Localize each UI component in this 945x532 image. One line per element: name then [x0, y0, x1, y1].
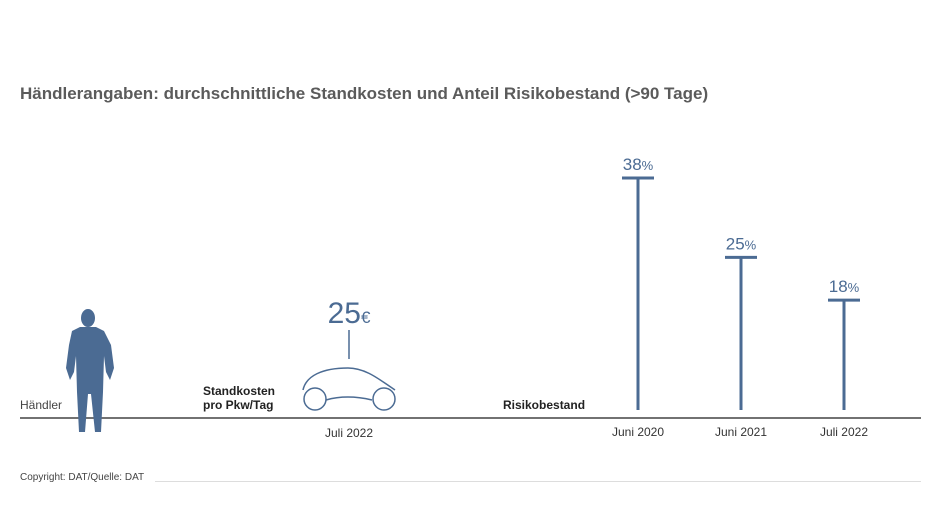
dealer-label: Händler: [20, 398, 63, 412]
chart-title: Händlerangaben: durchschnittliche Standk…: [20, 84, 709, 103]
copyright-text: Copyright: DAT/Quelle: DAT: [20, 472, 145, 483]
standkosten-label-line1: Standkosten: [203, 384, 276, 398]
risiko-value-label-3: 18%: [829, 277, 860, 296]
car-icon: [302, 367, 396, 411]
risiko-bars: 38% Juni 2020 25% Juni 2021 18% Juli 2022: [612, 155, 868, 439]
standkosten-label-line2: pro Pkw/Tag: [203, 398, 274, 412]
risiko-value-label-1: 38%: [623, 155, 654, 174]
person-icon: [66, 309, 114, 432]
risiko-date-tick-3: Juli 2022: [820, 425, 868, 439]
footer-divider: [155, 481, 921, 482]
risiko-date-tick-1: Juni 2020: [612, 425, 664, 439]
standkosten-date-tick: Juli 2022: [324, 426, 374, 440]
risiko-value-label-2: 25%: [726, 234, 757, 253]
standkosten-label: Standkosten pro Pkw/Tag: [203, 384, 275, 412]
risiko-label: Risikobestand: [503, 398, 586, 412]
standkosten-value-label: 25€: [328, 297, 371, 330]
risiko-date-tick-2: Juni 2021: [715, 425, 767, 439]
